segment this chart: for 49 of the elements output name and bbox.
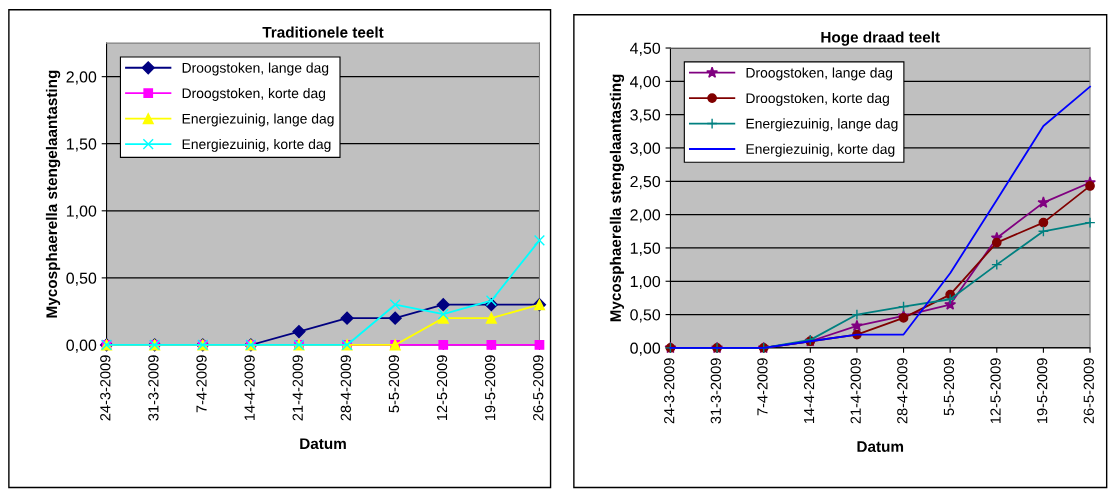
x-tick-label: 28-4-2009 xyxy=(897,358,908,424)
x-tick-label: 19-5-2009 xyxy=(1036,358,1048,423)
x-tick-label: 5-5-2009 xyxy=(388,355,400,413)
y-tick-label: 3,00 xyxy=(630,142,661,156)
x-tick-label: 14-4-2009 xyxy=(803,358,815,423)
x-tick-label: 12-5-2009 xyxy=(436,355,448,421)
x-axis-title: Datum xyxy=(857,441,904,452)
y-axis-title: Mycosphaerella stengelaantasting xyxy=(45,70,61,318)
y-tick-label: 0,00 xyxy=(66,339,97,353)
legend-label: Droogstoken, korte dag xyxy=(746,92,889,106)
x-tick-label: 26-5-2009 xyxy=(1083,358,1094,424)
y-tick-label: 2,00 xyxy=(630,209,661,223)
y-tick-label: 0,00 xyxy=(630,342,661,356)
x-tick-label: 14-4-2009 xyxy=(244,355,255,421)
x-tick-label: 28-4-2009 xyxy=(340,355,351,421)
x-tick-label: 26-5-2009 xyxy=(533,355,544,421)
x-tick-label: 7-4-2009 xyxy=(757,358,768,416)
x-tick-label: 31-3-2009 xyxy=(710,358,721,424)
y-tick-label: 4,00 xyxy=(630,75,661,90)
x-tick-label: 24-3-2009 xyxy=(100,355,111,421)
y-tick-label: 3,50 xyxy=(630,109,661,123)
y-axis-title: Mycosphaerella stengelaantasting xyxy=(609,74,625,322)
y-tick-label: 2,00 xyxy=(66,71,97,85)
chart-title: Hoge draad teelt xyxy=(821,31,940,46)
x-tick-label: 5-5-2009 xyxy=(943,358,955,416)
x-axis-title: Datum xyxy=(300,438,346,450)
legend-label: Energiezuinig, korte dag xyxy=(182,138,331,152)
legend-label: Droogstoken, korte dag xyxy=(182,88,326,101)
x-tick-label: 7-4-2009 xyxy=(196,355,207,413)
chart-title: Traditionele teelt xyxy=(262,26,384,38)
y-tick-label: 2,50 xyxy=(630,175,661,190)
y-tick-label: 1,00 xyxy=(630,275,661,290)
y-tick-label: 1,50 xyxy=(66,138,97,152)
y-tick-label: 1,00 xyxy=(66,205,97,219)
legend-label: Droogstoken, lange dag xyxy=(746,67,893,81)
y-tick-label: 1,50 xyxy=(630,242,661,256)
x-tick-label: 12-5-2009 xyxy=(990,358,1001,423)
legend-label: Droogstoken, lange dag xyxy=(182,62,329,76)
x-tick-label: 24-3-2009 xyxy=(664,358,675,424)
x-tick-label: 19-5-2009 xyxy=(484,355,496,421)
y-tick-label: 4,50 xyxy=(630,42,661,56)
x-tick-label: 21-4-2009 xyxy=(292,355,303,421)
legend-label: Energiezuinig, korte dag xyxy=(746,143,895,157)
legend-label: Energiezuinig, lange dag xyxy=(746,118,898,132)
y-tick-label: 0,50 xyxy=(66,272,97,286)
legend-label: Energiezuinig, lange dag xyxy=(182,113,334,127)
y-tick-label: 0,50 xyxy=(630,309,661,323)
x-tick-label: 21-4-2009 xyxy=(850,358,861,424)
x-tick-label: 31-3-2009 xyxy=(148,355,159,421)
